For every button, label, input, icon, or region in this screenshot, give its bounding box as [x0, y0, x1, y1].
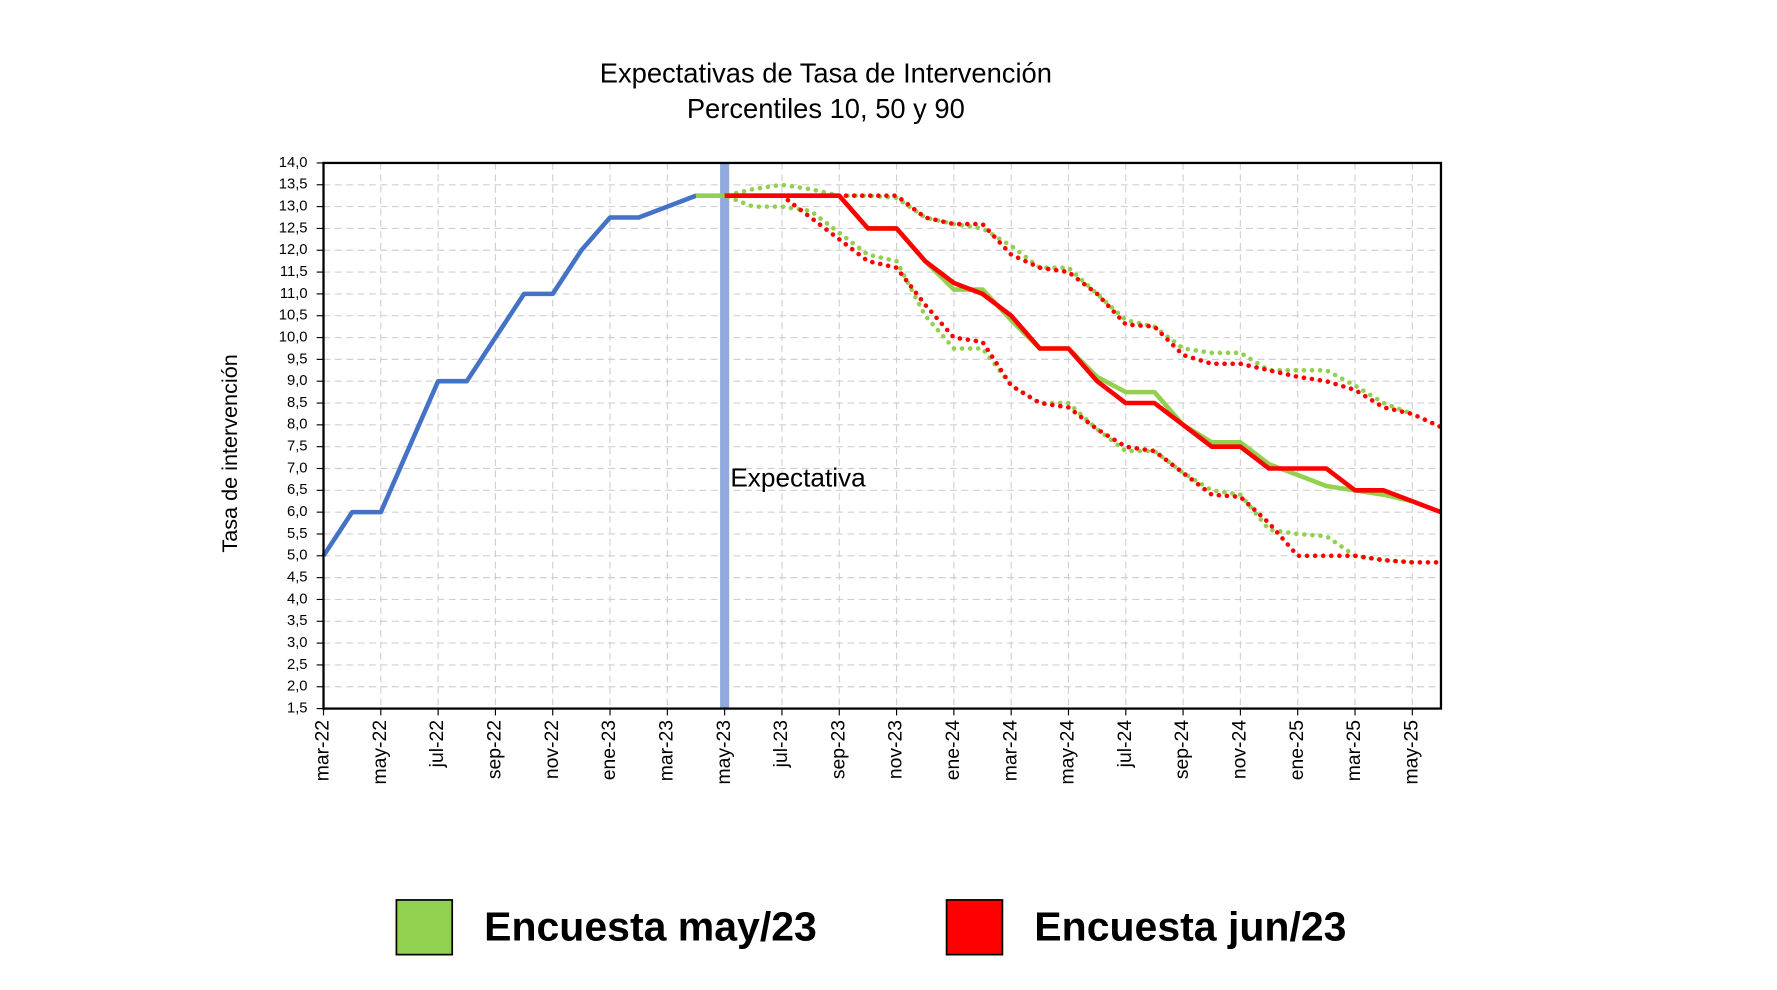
x-tick-label: jul-22 — [426, 720, 448, 768]
y-tick-label: 4,5 — [287, 570, 308, 586]
y-tick-label: 10,5 — [279, 308, 308, 324]
x-tick-label: nov-24 — [1229, 720, 1251, 779]
series-line — [321, 193, 697, 558]
percentile-line — [722, 193, 1444, 430]
y-tick-label: 8,0 — [287, 417, 308, 433]
y-tick-label: 4,0 — [287, 591, 308, 607]
y-tick-label: 11,0 — [280, 286, 308, 302]
y-tick-label: 14,0 — [279, 155, 308, 171]
percentile-line — [722, 193, 1444, 565]
x-tick-label: jul-24 — [1114, 720, 1136, 769]
x-tick-label: ene-25 — [1286, 720, 1308, 780]
y-tick-label: 9,5 — [287, 351, 308, 367]
y-tick-label: 2,0 — [287, 679, 308, 695]
annotation: Expectativa — [730, 463, 866, 493]
x-tick-label: mar-22 — [312, 720, 334, 781]
x-tick-label: may-25 — [1400, 720, 1422, 785]
x-tick-label: sep-24 — [1171, 720, 1193, 779]
chart-subtitle: Percentiles 10, 50 y 90 — [687, 93, 965, 124]
x-tick-label: mar-25 — [1343, 720, 1365, 781]
x-tick-label: sep-23 — [827, 720, 849, 779]
y-tick-label: 5,0 — [287, 548, 308, 564]
y-tick-label: 3,5 — [287, 613, 308, 629]
y-tick-label: 13,0 — [279, 199, 308, 215]
x-tick-label: may-24 — [1057, 720, 1079, 785]
y-tick-label: 6,0 — [287, 504, 308, 520]
x-tick-label: may-22 — [369, 720, 391, 785]
x-tick-label: mar-24 — [999, 720, 1021, 782]
y-tick-label: 3,0 — [287, 635, 308, 651]
x-tick-label: nov-22 — [541, 720, 563, 779]
y-tick-label: 8,5 — [287, 395, 308, 411]
y-tick-label: 9,0 — [287, 373, 308, 389]
y-tick-label: 12,5 — [279, 220, 308, 236]
x-tick-label: ene-24 — [942, 720, 964, 781]
y-tick-label: 12,0 — [279, 242, 308, 258]
x-tick-label: sep-22 — [484, 720, 506, 779]
chart-title: Expectativas de Tasa de Intervención — [600, 57, 1052, 88]
y-tick-label: 7,5 — [287, 439, 308, 455]
y-tick-label: 2,5 — [287, 657, 308, 673]
percentile-line — [693, 182, 1415, 417]
legend-label: Encuesta jun/23 — [1034, 903, 1346, 949]
legend-swatch — [945, 899, 1004, 956]
x-tick-label: mar-23 — [655, 720, 677, 781]
y-tick-label: 10,0 — [279, 329, 308, 345]
y-tick-label: 1,5 — [287, 700, 308, 716]
y-tick-label: 13,5 — [279, 177, 308, 193]
x-tick-label: may-23 — [713, 720, 735, 785]
x-tick-label: nov-23 — [885, 720, 907, 779]
series-line — [724, 193, 1442, 515]
x-tick-label: jul-23 — [770, 720, 792, 768]
y-tick-label: 11,5 — [280, 264, 308, 280]
y-axis-label: Tasa de intervención — [217, 354, 242, 552]
y-tick-label: 7,0 — [287, 460, 308, 476]
x-tick-label: ene-23 — [598, 720, 620, 780]
y-tick-label: 6,5 — [287, 482, 308, 498]
y-tick-label: 5,5 — [287, 526, 308, 542]
percentile-line — [693, 193, 1415, 565]
plot-frame — [322, 161, 1443, 710]
legend-swatch — [395, 899, 454, 956]
legend-label: Encuesta may/23 — [484, 903, 817, 949]
